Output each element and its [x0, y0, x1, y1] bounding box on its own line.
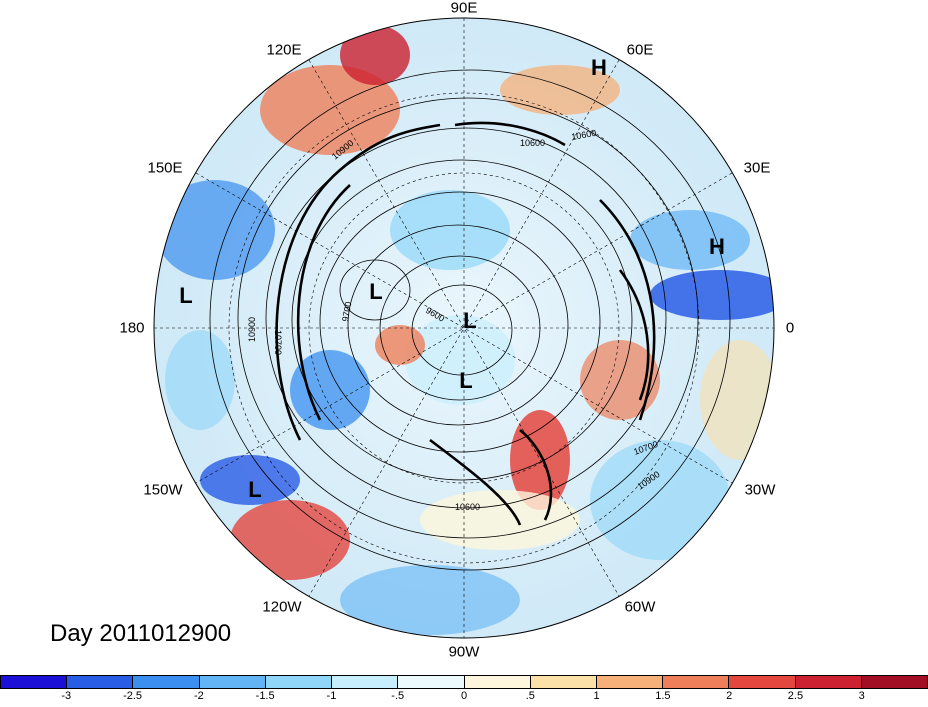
lon-label-120w: 120W — [262, 598, 302, 616]
contour-label: 10600 — [455, 502, 480, 512]
high-pressure-marker: H — [709, 234, 725, 259]
colorbar-swatch — [729, 676, 796, 688]
low-pressure-marker: L — [248, 477, 262, 502]
colorbar-tick-label: 2 — [726, 690, 733, 702]
colorbar-tick-label: .5 — [525, 690, 535, 702]
colorbar-tick-label: 1 — [593, 690, 600, 702]
lon-label-90w: 90W — [448, 643, 480, 661]
colorbar-swatch — [67, 676, 134, 688]
contour-label: 10600 — [520, 138, 545, 148]
colorbar-swatch — [861, 676, 928, 688]
colorbar-tick-label: 2.5 — [787, 690, 804, 702]
map-border — [153, 17, 775, 639]
colorbar-swatch — [1, 676, 68, 688]
lon-label-60e: 60E — [626, 41, 654, 59]
colorbar-tick-label: -1 — [326, 690, 337, 702]
lon-label-30e: 30E — [743, 159, 771, 177]
colorbar-swatch — [795, 676, 862, 688]
jet-streak-contours — [275, 121, 656, 526]
colorbar-swatch — [332, 676, 399, 688]
contour-label: 9700 — [340, 301, 353, 322]
colorbar-swatch — [398, 676, 465, 688]
low-pressure-marker: L — [369, 279, 383, 304]
lon-label-150e: 150E — [147, 159, 183, 177]
low-pressure-marker: L — [463, 308, 477, 333]
high-pressure-marker: H — [591, 55, 607, 80]
contour-label: 10600 — [571, 128, 597, 142]
contour-label: 10900 — [247, 317, 257, 342]
colorbar-swatch — [199, 676, 266, 688]
colorbar-swatch — [663, 676, 730, 688]
colorbar-tick-label: 1.5 — [655, 690, 671, 702]
lon-label-180: 180 — [119, 319, 145, 337]
colorbar-swatch — [464, 676, 531, 688]
lon-label-60w: 60W — [624, 598, 656, 616]
colorbar-tick-label: 3 — [858, 690, 865, 702]
colorbar-tick-label: -2.5 — [123, 690, 143, 702]
anomaly-field — [154, 18, 774, 638]
colorbar-tick-label: -3 — [61, 690, 72, 702]
colorbar-swatch — [530, 676, 597, 688]
colorbar-swatch — [596, 676, 664, 688]
colorbar-swatch — [133, 676, 200, 688]
colorbar-tick-label: 0 — [460, 690, 468, 702]
height-contours — [209, 69, 731, 571]
colorbar — [0, 675, 928, 689]
low-pressure-marker: L — [179, 283, 193, 308]
low-pressure-marker: L — [459, 368, 473, 393]
contour-label: 10700 — [273, 330, 283, 355]
colorbar-tick-label: -2 — [193, 690, 204, 702]
lon-label-120e: 120E — [266, 41, 302, 59]
colorbar-tick-label: -1.5 — [255, 690, 275, 702]
lon-label-0: 0 — [785, 319, 795, 337]
lon-label-150w: 150W — [143, 481, 183, 499]
lon-label-90e: 90E — [450, 0, 478, 17]
colorbar-swatch — [265, 676, 333, 688]
day-label: Day 2011012900 — [50, 620, 232, 647]
lon-label-30w: 30W — [744, 481, 776, 499]
colorbar-tick-label: -.5 — [391, 690, 405, 702]
graticule — [154, 18, 774, 638]
